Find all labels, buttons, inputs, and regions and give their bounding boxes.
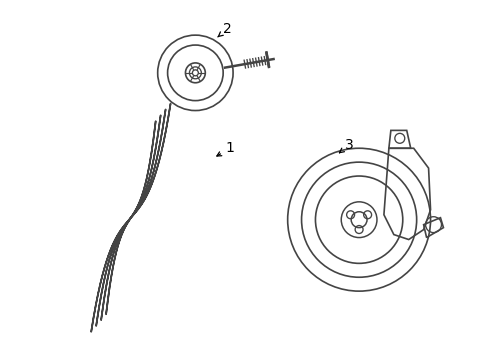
Text: 3: 3 [339, 138, 353, 153]
Text: 1: 1 [216, 141, 234, 156]
Text: 2: 2 [217, 22, 231, 37]
